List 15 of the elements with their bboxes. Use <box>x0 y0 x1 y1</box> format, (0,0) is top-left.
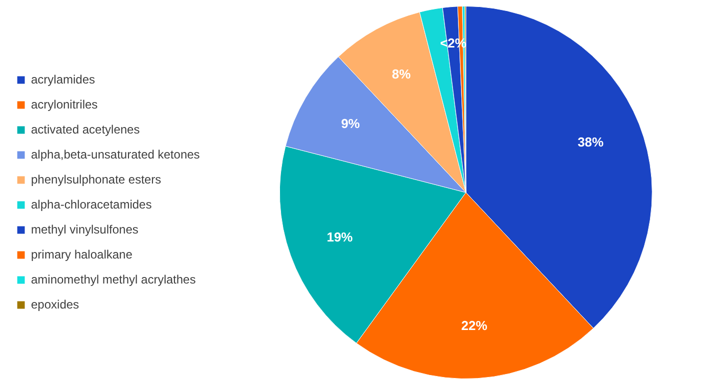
data-label: 8% <box>392 66 412 82</box>
legend-label: alpha-chloracetamides <box>31 197 152 212</box>
legend-label: acrylonitriles <box>31 97 98 112</box>
data-label: 38% <box>578 134 604 150</box>
legend-label: methyl vinylsulfones <box>31 222 138 236</box>
legend-label: primary haloalkane <box>31 247 133 262</box>
legend-label: activated acetylenes <box>31 122 140 136</box>
legend-label: epoxides <box>31 297 80 312</box>
data-label: 19% <box>326 230 354 245</box>
legend-label: alpha,beta-unsaturated ketones <box>31 147 200 162</box>
legend-label: aminomethyl methyl acrylathes <box>31 272 196 286</box>
legend-label: acrylamides <box>31 72 96 86</box>
legend-label: phenylsulphonate esters <box>31 172 162 186</box>
data-label: 22% <box>461 318 488 333</box>
data-label: 9% <box>341 116 360 131</box>
